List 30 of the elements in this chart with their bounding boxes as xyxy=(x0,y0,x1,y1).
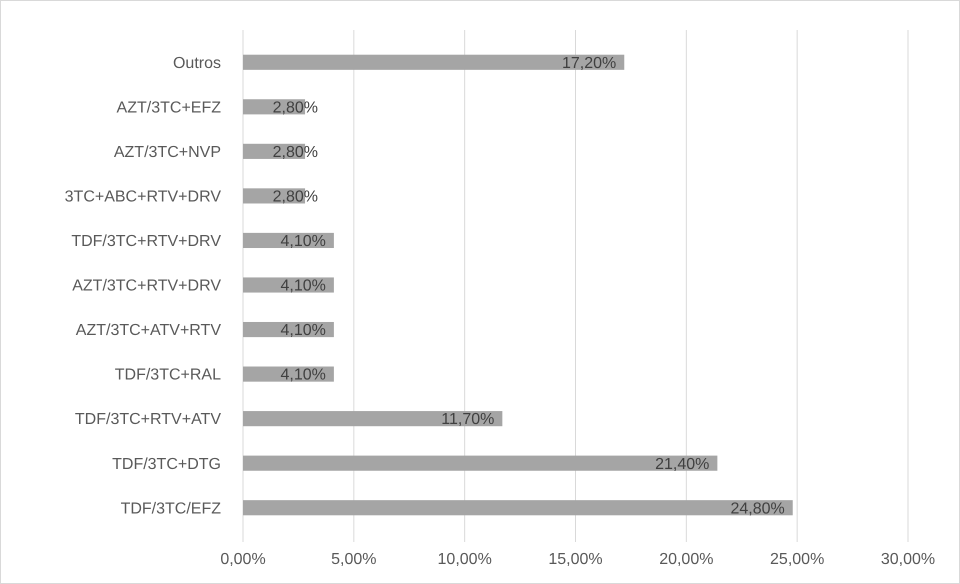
x-tick-label: 0,00% xyxy=(220,551,266,568)
x-tick-label: 5,00% xyxy=(331,551,377,568)
data-label: 4,10% xyxy=(280,278,326,295)
y-tick-label: AZT/3TC+EFZ xyxy=(116,99,222,116)
y-tick-label: AZT/3TC+NVP xyxy=(114,144,221,161)
data-label: 4,10% xyxy=(280,322,326,340)
data-label: 21,40% xyxy=(655,456,710,473)
data-label: 4,10% xyxy=(280,366,326,384)
x-tick-label: 20,00% xyxy=(659,551,714,568)
x-tick-label: 10,00% xyxy=(438,551,492,568)
y-tick-label: AZT/3TC+RTV+DRV xyxy=(72,278,222,295)
bar xyxy=(243,500,793,516)
bar xyxy=(243,411,502,426)
y-tick-label: Outros xyxy=(172,54,221,72)
x-tick-label: 30,00% xyxy=(880,551,936,568)
data-label: 24,80% xyxy=(730,500,785,518)
x-tick-label: 25,00% xyxy=(770,551,824,568)
y-tick-label: 3TC+ABC+RTV+DRV xyxy=(64,188,222,206)
data-label: 17,20% xyxy=(562,54,616,72)
x-tick-label: 15,00% xyxy=(548,551,603,568)
bar xyxy=(243,54,624,70)
y-tick-label: TDF/3TC+RAL xyxy=(114,366,222,384)
y-tick-label: TDF/3TC/EFZ xyxy=(120,500,222,518)
data-label: 4,10% xyxy=(280,233,326,250)
data-label: 11,70% xyxy=(441,411,494,428)
y-tick-label: TDF/3TC+RTV+DRV xyxy=(71,233,222,250)
y-tick-label: TDF/3TC+DTG xyxy=(112,456,221,473)
bar xyxy=(243,456,718,471)
y-tick-label: TDF/3TC+RTV+ATV xyxy=(74,411,222,428)
y-tick-label: AZT/3TC+ATV+RTV xyxy=(76,322,222,340)
